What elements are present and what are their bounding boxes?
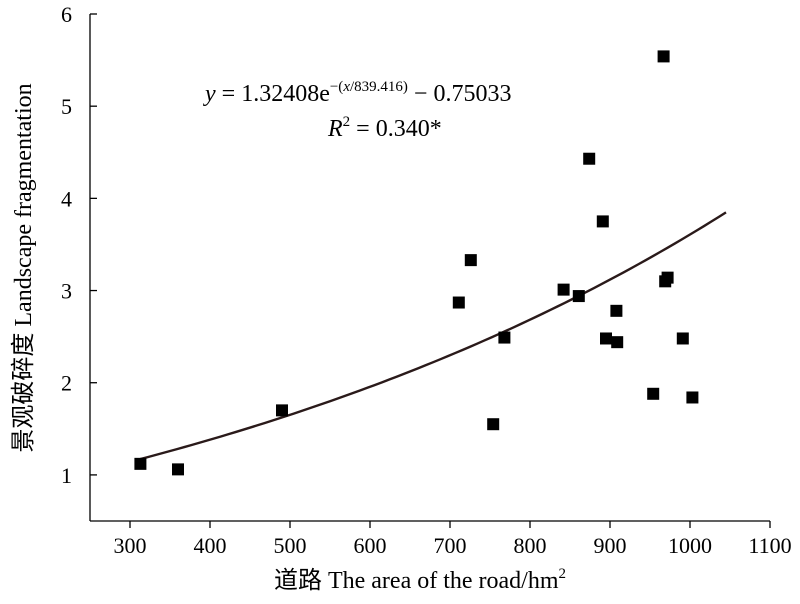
x-axis-title-text: 道路 The area of the road/hm bbox=[274, 567, 559, 594]
data-point bbox=[276, 404, 288, 417]
x-tick-label: 400 bbox=[194, 533, 227, 558]
y-tick-label: 3 bbox=[61, 279, 72, 304]
data-point bbox=[583, 152, 596, 165]
r-var: R bbox=[327, 116, 343, 142]
y-tick-label: 6 bbox=[61, 2, 72, 27]
equation-tail: − 0.75033 bbox=[408, 81, 512, 107]
data-point bbox=[452, 296, 465, 309]
x-tick-label: 600 bbox=[354, 533, 387, 558]
data-point bbox=[600, 332, 612, 345]
data-point bbox=[610, 304, 623, 317]
equation-main: = 1.32408e bbox=[216, 81, 330, 107]
points-layer bbox=[134, 50, 699, 476]
data-point bbox=[676, 332, 689, 345]
equation-exponent: −(x/839.416) bbox=[330, 79, 408, 95]
y-axis-title: 景观破碎度 Landscape fragmentation bbox=[10, 83, 37, 452]
data-point bbox=[572, 290, 585, 303]
equation-exponent-x: x bbox=[342, 79, 350, 95]
x-tick-label: 900 bbox=[594, 533, 627, 558]
y-ticks: 1 2 3 4 5 6 bbox=[61, 2, 97, 488]
data-point bbox=[661, 271, 674, 284]
data-point bbox=[686, 391, 699, 404]
r-value: = 0.340* bbox=[350, 116, 442, 142]
y-tick-label: 4 bbox=[61, 186, 72, 211]
x-ticks: 300 400 500 600 700 800 900 1000 1100 bbox=[114, 521, 792, 558]
data-point bbox=[172, 463, 184, 476]
data-point bbox=[611, 336, 624, 349]
fit-equation: y = 1.32408e−(x/839.416) − 0.75033 bbox=[203, 79, 511, 107]
data-point bbox=[464, 254, 477, 267]
r-squared: R2 = 0.340* bbox=[327, 114, 442, 142]
x-tick-label: 700 bbox=[434, 533, 467, 558]
x-tick-label: 1000 bbox=[668, 533, 712, 558]
data-point bbox=[647, 387, 660, 400]
data-point bbox=[596, 215, 609, 228]
fit-layer bbox=[140, 211, 727, 461]
data-point bbox=[134, 457, 147, 470]
y-tick-label: 5 bbox=[61, 94, 72, 119]
data-point bbox=[557, 283, 570, 296]
y-tick-label: 1 bbox=[61, 463, 72, 488]
data-point bbox=[498, 331, 511, 344]
x-axis-title: 道路 The area of the road/hm2 bbox=[274, 566, 566, 594]
x-tick-label: 300 bbox=[114, 533, 147, 558]
x-axis-title-sup: 2 bbox=[559, 566, 567, 582]
y-tick-label: 2 bbox=[61, 371, 72, 396]
r-sup: 2 bbox=[343, 114, 351, 130]
equation-y-var: y bbox=[203, 81, 216, 107]
data-point bbox=[657, 50, 670, 63]
x-tick-label: 800 bbox=[514, 533, 547, 558]
data-point bbox=[487, 418, 500, 431]
x-tick-label: 1100 bbox=[748, 533, 791, 558]
axes bbox=[89, 14, 770, 522]
fit-curve bbox=[140, 211, 727, 461]
x-tick-label: 500 bbox=[274, 533, 307, 558]
